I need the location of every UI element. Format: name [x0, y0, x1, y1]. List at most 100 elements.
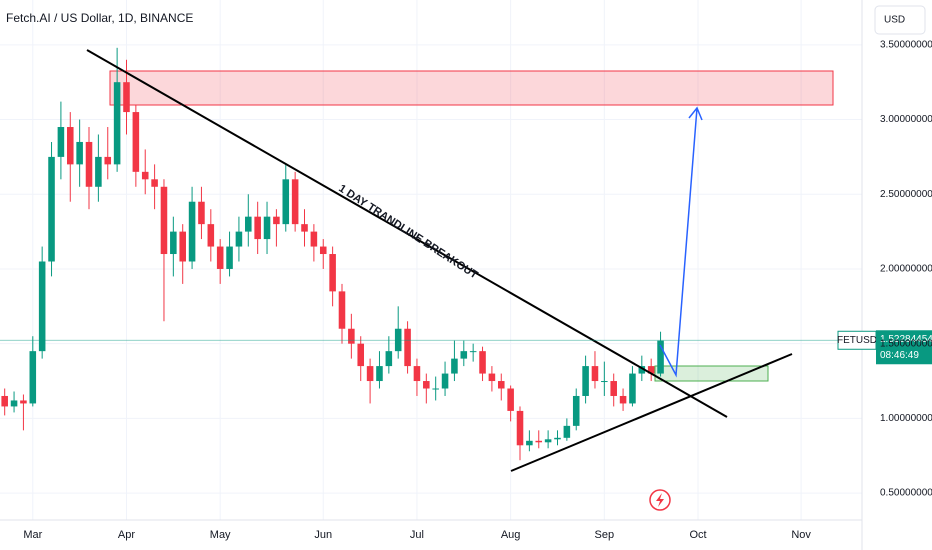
x-tick-label: Aug	[501, 529, 521, 541]
symbol-label: FETUSD	[837, 335, 877, 346]
resistance-zone	[109, 70, 834, 106]
y-tick-label: 2.50000000	[880, 189, 932, 200]
candle-body	[282, 179, 290, 225]
candle-body	[20, 400, 27, 404]
y-tick-label: 0.50000000	[880, 488, 932, 499]
grid	[0, 0, 862, 520]
candle-body	[188, 201, 196, 262]
candle-body	[38, 261, 46, 352]
candle-body	[104, 156, 112, 165]
candle-body	[254, 216, 261, 240]
candle-body	[216, 246, 224, 269]
candle-body	[376, 366, 383, 382]
x-tick-label: Apr	[118, 529, 135, 541]
chart-title: Fetch.AI / US Dollar, 1D, BINANCE	[6, 11, 193, 25]
countdown: 08:46:49	[880, 350, 919, 361]
last-price: 1.52284454	[880, 334, 932, 345]
currency: USD	[884, 15, 905, 26]
candle-body	[291, 179, 299, 225]
event-bolt	[656, 493, 664, 507]
candle-body	[235, 231, 243, 247]
x-tick-label: Sep	[595, 529, 615, 541]
y-tick-label: 1.50000000	[880, 338, 932, 349]
y-tick-label: 1.00000000	[880, 413, 932, 424]
price-box	[876, 330, 932, 365]
candle-body	[141, 171, 149, 180]
candle-body	[516, 410, 524, 446]
candle-body	[338, 291, 346, 329]
candle-body	[385, 351, 393, 367]
candle-body	[48, 156, 55, 262]
candle-body	[76, 141, 83, 165]
x-tick-label: Jun	[314, 529, 332, 541]
candle-body	[29, 351, 37, 404]
candle-body	[245, 216, 252, 232]
candle-body	[432, 388, 439, 390]
candle-body	[366, 366, 374, 382]
candle-body	[610, 381, 617, 396]
candle-body	[357, 343, 365, 367]
y-tick-label: 3.50000000	[880, 39, 932, 50]
candle-body	[507, 388, 514, 411]
y-tick-label: 3.00000000	[880, 114, 932, 125]
candle-body	[572, 395, 580, 426]
candle-body	[460, 351, 468, 359]
candle-body	[132, 112, 140, 172]
candle-body	[423, 381, 430, 389]
candle-body	[329, 254, 336, 292]
candle-body	[497, 381, 505, 389]
candle-body	[582, 366, 589, 396]
candle-body	[479, 351, 486, 374]
candle-body	[441, 373, 449, 389]
candle-body	[273, 216, 280, 225]
up-trendline	[510, 353, 793, 472]
candle-body	[179, 231, 186, 262]
candle-body	[638, 366, 646, 374]
candle-body	[310, 231, 318, 247]
candle-body	[66, 127, 74, 165]
candle-body	[526, 440, 533, 446]
candle-body	[544, 439, 552, 443]
candle-body	[263, 216, 271, 240]
candle-body	[207, 224, 215, 247]
candle-body	[198, 201, 205, 225]
candle-body	[301, 224, 308, 232]
candle-body	[404, 328, 411, 367]
overlay: FETUSD 1.52284454 08:46:49	[0, 330, 932, 365]
candle-body	[85, 141, 93, 187]
x-tick-label: Jul	[410, 529, 424, 541]
candle-body	[10, 400, 18, 407]
arrow-head	[688, 106, 703, 121]
candle-body	[535, 440, 543, 443]
candle-body	[348, 328, 355, 344]
candle-body	[629, 373, 636, 404]
candle-body	[657, 340, 664, 374]
candle-body	[451, 358, 458, 374]
x-tick-label: Oct	[689, 529, 706, 541]
candle-body	[170, 231, 177, 255]
x-tick-label: May	[210, 529, 231, 541]
candle-body	[160, 186, 168, 255]
candle-body	[123, 82, 130, 113]
candle-body	[57, 127, 65, 157]
currency-button[interactable]	[874, 5, 926, 35]
candle-body	[113, 82, 121, 165]
candle-body	[488, 373, 496, 382]
candle-body	[319, 246, 327, 255]
candle-body	[1, 395, 8, 407]
annotation: 1 DAY TRANDLINE BREAKOUT	[336, 182, 480, 281]
candles	[1, 47, 664, 461]
candle-body	[226, 246, 233, 269]
candle-body	[95, 156, 102, 187]
candle-body	[619, 395, 627, 404]
x-tick-label: Mar	[23, 529, 42, 541]
candle-body	[469, 351, 477, 353]
candle-body	[151, 179, 158, 187]
candle-body	[413, 366, 421, 382]
down-trendline	[86, 49, 728, 418]
x-tick-label: Nov	[791, 529, 811, 541]
candle-body	[554, 437, 561, 440]
support-zone	[654, 365, 769, 382]
candle-body	[647, 366, 655, 374]
